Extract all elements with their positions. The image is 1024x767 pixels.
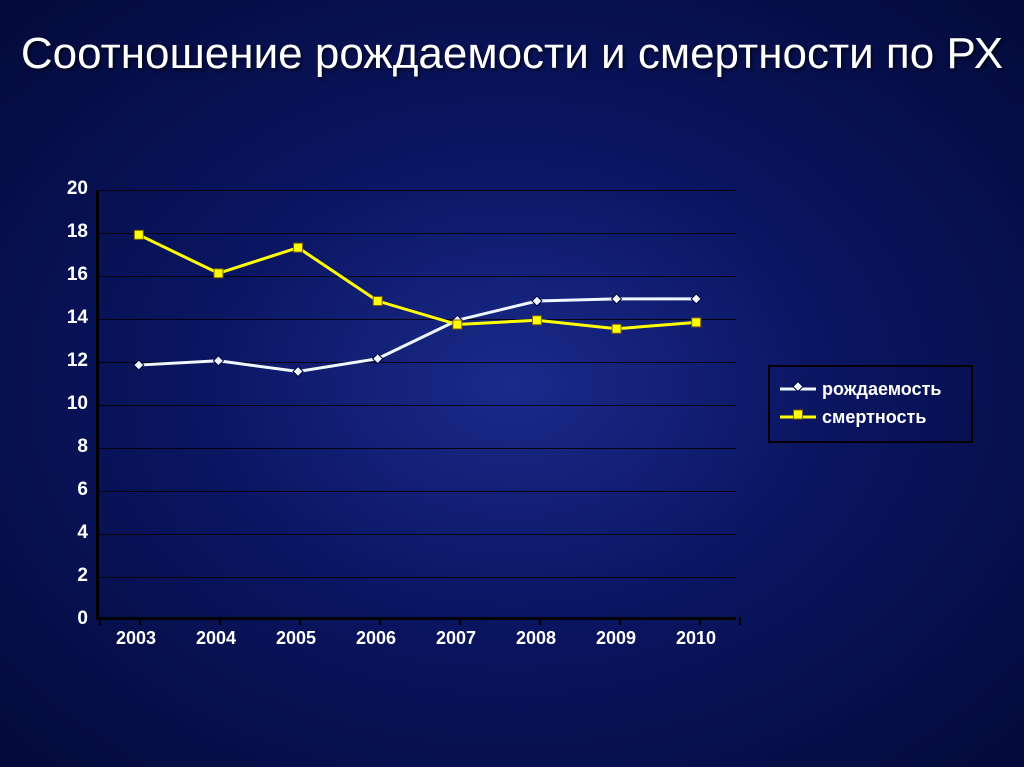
y-tick-label: 12 <box>48 350 88 372</box>
y-tick-label: 4 <box>48 522 88 544</box>
x-tick-label: 2007 <box>416 628 496 649</box>
x-tick-label: 2004 <box>176 628 256 649</box>
data-marker <box>134 230 143 239</box>
y-tick-label: 6 <box>48 479 88 501</box>
x-tick <box>379 617 381 625</box>
legend-swatch <box>780 407 816 427</box>
y-tick-label: 16 <box>48 264 88 286</box>
series-death <box>99 190 736 617</box>
square-marker-icon <box>791 408 805 427</box>
legend-item-death: смертность <box>780 403 961 431</box>
legend-swatch <box>780 379 816 399</box>
data-marker <box>294 243 303 252</box>
data-marker <box>692 318 701 327</box>
x-tick <box>619 617 621 625</box>
legend-label: рождаемость <box>822 379 941 400</box>
data-marker <box>612 324 621 333</box>
data-marker <box>214 269 223 278</box>
data-marker <box>453 320 462 329</box>
legend-item-birth: рождаемость <box>780 375 961 403</box>
x-tick-label: 2009 <box>576 628 656 649</box>
y-tick-label: 8 <box>48 436 88 458</box>
data-marker <box>373 297 382 306</box>
x-tick <box>299 617 301 625</box>
x-tick-label: 2008 <box>496 628 576 649</box>
x-tick <box>539 617 541 625</box>
y-tick-label: 14 <box>48 307 88 329</box>
x-tick <box>739 617 741 625</box>
legend-label: смертность <box>822 407 926 428</box>
x-tick-label: 2003 <box>96 628 176 649</box>
y-tick-label: 2 <box>48 565 88 587</box>
page-title: Соотношение рождаемости и смертности по … <box>0 0 1024 81</box>
chart-container: 02468101214161820 2003200420052006200720… <box>48 180 978 700</box>
x-tick-label: 2005 <box>256 628 336 649</box>
y-tick-label: 18 <box>48 221 88 243</box>
y-tick-label: 10 <box>48 393 88 415</box>
data-marker <box>532 316 541 325</box>
x-tick-label: 2010 <box>656 628 736 649</box>
x-tick <box>139 617 141 625</box>
y-tick-label: 0 <box>48 608 88 630</box>
y-tick-label: 20 <box>48 178 88 200</box>
diamond-marker-icon <box>791 380 805 399</box>
x-tick-label: 2006 <box>336 628 416 649</box>
x-tick <box>99 617 101 625</box>
x-tick <box>699 617 701 625</box>
plot-area <box>96 190 736 620</box>
legend: рождаемость смертность <box>768 365 973 443</box>
x-tick <box>459 617 461 625</box>
x-tick <box>219 617 221 625</box>
